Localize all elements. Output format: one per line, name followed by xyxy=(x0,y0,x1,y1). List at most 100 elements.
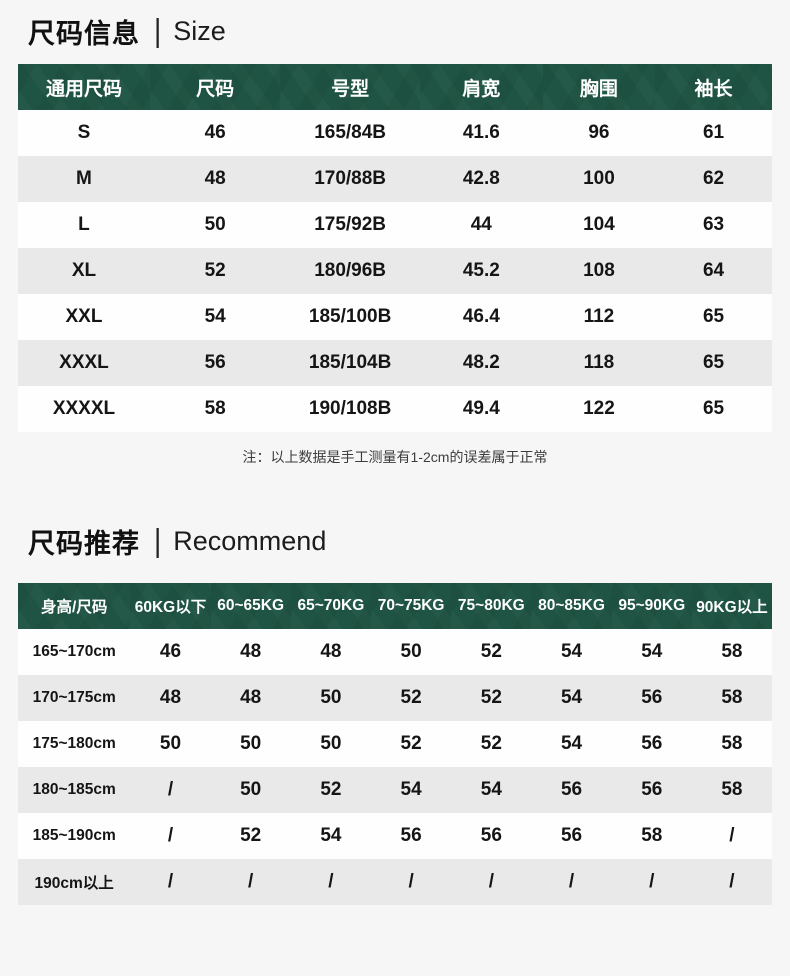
size-recommend-table-head: 身高/尺码 60KG以下 60~65KG 65~70KG 70~75KG 75~80KG 8… xyxy=(18,583,772,629)
table-cell: 54 xyxy=(531,629,612,675)
table-cell: / xyxy=(531,859,612,905)
table-cell: 54 xyxy=(290,813,371,859)
column-header: 肩宽 xyxy=(419,64,543,110)
table-cell: 61 xyxy=(655,110,772,156)
header-row: 通用尺码 尺码 号型 肩宽 胸围 袖长 xyxy=(18,64,772,110)
table-cell: 48 xyxy=(210,675,291,721)
row-header-cell: 180~185cm xyxy=(18,767,131,813)
table-cell: 54 xyxy=(149,294,281,340)
row-header-cell: L xyxy=(18,202,150,248)
table-cell: / xyxy=(290,859,371,905)
table-row: 190cm以上 / / / / / / / / xyxy=(18,859,772,905)
size-section-title: 尺码信息 | Size xyxy=(0,0,790,52)
row-header-cell: 185~190cm xyxy=(18,813,131,859)
table-cell: 175/92B xyxy=(280,202,420,248)
title-separator: | xyxy=(154,12,162,49)
recommend-section-title: 尺码推荐 | Recommend xyxy=(0,510,790,562)
column-header: 75~80KG xyxy=(451,583,532,629)
table-cell: 63 xyxy=(655,202,772,248)
table-cell: 54 xyxy=(451,767,532,813)
table-row: M 48 170/88B 42.8 100 62 xyxy=(18,156,772,202)
column-header: 袖长 xyxy=(655,64,772,110)
table-row: XXXXL 58 190/108B 49.4 122 65 xyxy=(18,386,772,432)
table-cell: 118 xyxy=(542,340,656,386)
table-cell: 190/108B xyxy=(280,386,420,432)
table-cell: 62 xyxy=(655,156,772,202)
size-info-table-head: 通用尺码 尺码 号型 肩宽 胸围 袖长 xyxy=(18,64,772,110)
table-cell: 48 xyxy=(290,629,371,675)
table-cell: 49.4 xyxy=(419,386,543,432)
table-row: 170~175cm 48 48 50 52 52 54 56 58 xyxy=(18,675,772,721)
table-cell: 56 xyxy=(611,721,692,767)
table-cell: / xyxy=(691,813,772,859)
table-row: XXL 54 185/100B 46.4 112 65 xyxy=(18,294,772,340)
row-header-cell: XXL xyxy=(18,294,150,340)
table-cell: 52 xyxy=(451,721,532,767)
column-header: 60~65KG xyxy=(210,583,291,629)
table-cell: 100 xyxy=(542,156,656,202)
column-header: 70~75KG xyxy=(371,583,452,629)
table-cell: 50 xyxy=(149,202,281,248)
table-cell: 56 xyxy=(451,813,532,859)
row-header-cell: 165~170cm xyxy=(18,629,131,675)
table-row: S 46 165/84B 41.6 96 61 xyxy=(18,110,772,156)
table-cell: 52 xyxy=(371,675,452,721)
size-title-en: Size xyxy=(173,15,226,46)
table-cell: 48 xyxy=(130,675,211,721)
table-cell: 96 xyxy=(542,110,656,156)
size-recommend-table-body: 165~170cm 46 48 48 50 52 54 54 58 170~175cm 48 48 50… xyxy=(18,629,772,905)
table-cell: 50 xyxy=(371,629,452,675)
column-header: 身高/尺码 xyxy=(18,583,131,629)
table-cell: / xyxy=(130,859,211,905)
table-cell: 52 xyxy=(290,767,371,813)
table-cell: 64 xyxy=(655,248,772,294)
table-cell: 42.8 xyxy=(419,156,543,202)
table-cell: / xyxy=(210,859,291,905)
table-cell: 41.6 xyxy=(419,110,543,156)
row-header-cell: XL xyxy=(18,248,150,294)
column-header: 90KG以上 xyxy=(691,583,772,629)
table-cell: 44 xyxy=(419,202,543,248)
row-header-cell: 175~180cm xyxy=(18,721,131,767)
column-header: 65~70KG xyxy=(290,583,371,629)
table-cell: 165/84B xyxy=(280,110,420,156)
measurement-note: 注：以上数据是手工测量有1-2cm的误差属于正常 xyxy=(242,449,548,465)
row-header-cell: XXXL xyxy=(18,340,150,386)
table-cell: 50 xyxy=(130,721,211,767)
table-cell: 48 xyxy=(210,629,291,675)
table-cell: 54 xyxy=(611,629,692,675)
column-header: 80~85KG xyxy=(531,583,612,629)
table-cell: 52 xyxy=(149,248,281,294)
recommend-title-zh: 尺码推荐 xyxy=(28,528,140,559)
table-cell: 46 xyxy=(149,110,281,156)
table-cell: 48 xyxy=(149,156,281,202)
table-cell: 58 xyxy=(149,386,281,432)
table-cell: 185/100B xyxy=(280,294,420,340)
table-cell: / xyxy=(451,859,532,905)
column-header: 尺码 xyxy=(149,64,281,110)
recommend-title-en: Recommend xyxy=(173,525,327,556)
table-cell: 52 xyxy=(451,675,532,721)
table-cell: 122 xyxy=(542,386,656,432)
table-cell: 108 xyxy=(542,248,656,294)
table-cell: 45.2 xyxy=(419,248,543,294)
table-cell: 54 xyxy=(531,675,612,721)
table-cell: / xyxy=(691,859,772,905)
table-row: 165~170cm 46 48 48 50 52 54 54 58 xyxy=(18,629,772,675)
table-cell: 65 xyxy=(655,340,772,386)
table-cell: 50 xyxy=(210,721,291,767)
table-cell: 54 xyxy=(531,721,612,767)
column-header: 胸围 xyxy=(542,64,656,110)
table-cell: 180/96B xyxy=(280,248,420,294)
column-header: 60KG以下 xyxy=(130,583,211,629)
table-cell: 58 xyxy=(691,675,772,721)
row-header-cell: M xyxy=(18,156,150,202)
table-cell: 65 xyxy=(655,294,772,340)
table-cell: 58 xyxy=(691,721,772,767)
table-cell: 58 xyxy=(611,813,692,859)
table-cell: 56 xyxy=(371,813,452,859)
column-header: 号型 xyxy=(280,64,420,110)
size-title-zh: 尺码信息 xyxy=(28,18,140,49)
table-cell: / xyxy=(130,813,211,859)
table-row: XL 52 180/96B 45.2 108 64 xyxy=(18,248,772,294)
